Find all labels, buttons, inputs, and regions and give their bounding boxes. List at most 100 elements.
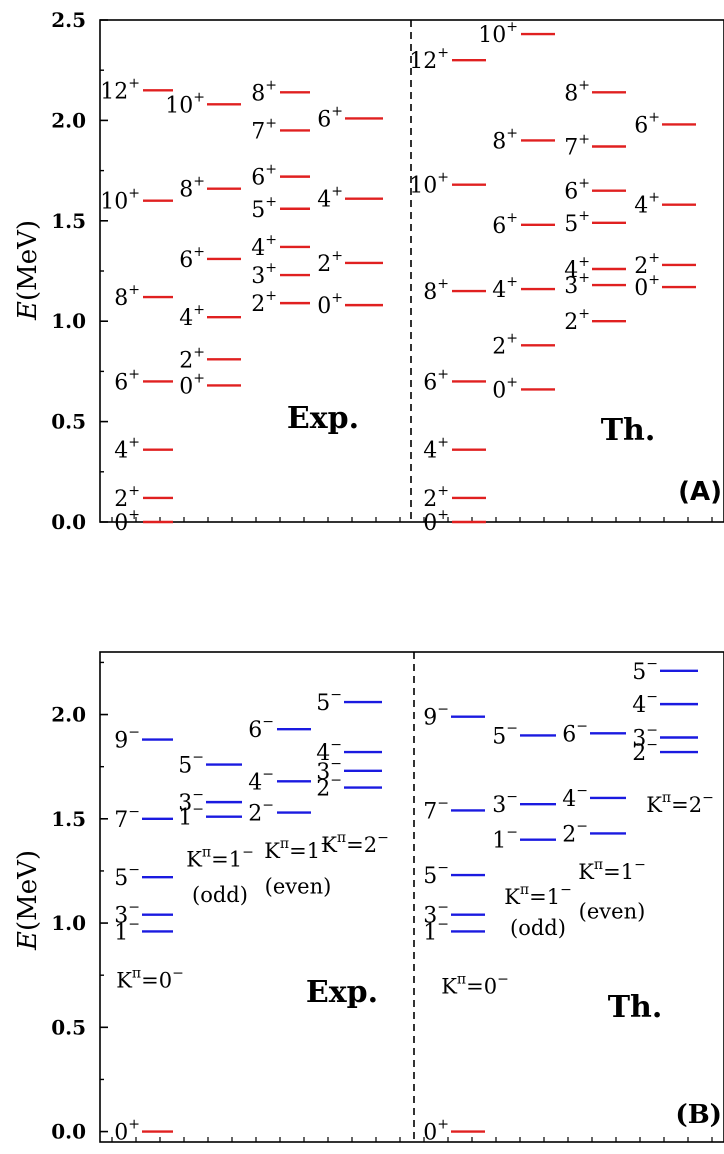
level-label: 5+ — [564, 208, 590, 237]
band-label: Kπ=1− — [504, 882, 572, 909]
level-label: 2− — [248, 798, 274, 827]
level-label: 4− — [316, 737, 342, 766]
level-label: 0+ — [114, 1117, 140, 1146]
level-label: 7+ — [564, 132, 590, 161]
level-label: 5+ — [251, 194, 277, 223]
level-label: 6+ — [251, 162, 277, 191]
level-label: 2+ — [492, 330, 518, 359]
level-label: 2− — [316, 773, 342, 802]
y-axis-title: E(MeV) — [13, 220, 43, 321]
level-label: 2+ — [634, 250, 660, 279]
band-sublabel: (odd) — [510, 916, 566, 940]
y-tick-label: 2.0 — [51, 108, 86, 132]
level-label: 2+ — [179, 344, 205, 373]
level-label: 0+ — [492, 374, 518, 403]
level-label: 5− — [114, 862, 140, 891]
level-label: 10+ — [409, 170, 449, 199]
level-label: 3+ — [564, 270, 590, 299]
level-label: 0+ — [423, 1117, 449, 1146]
level-label: 2+ — [251, 288, 277, 317]
band-label: Kπ=1− — [578, 857, 646, 884]
level-label: 0+ — [423, 507, 449, 536]
y-tick-label: 2.0 — [51, 703, 86, 727]
exp-label: Exp. — [287, 401, 359, 436]
level-label: 1− — [178, 802, 204, 831]
level-label: 8+ — [179, 174, 205, 203]
level-label: 7− — [114, 804, 140, 833]
level-label: 3− — [492, 789, 518, 818]
level-label: 0+ — [114, 507, 140, 536]
panel-a: 0.00.51.01.52.02.5E(MeV)Exp. Th.(A)0+2+4+… — [13, 8, 724, 536]
level-label: 5− — [492, 720, 518, 749]
level-label: 8+ — [423, 276, 449, 305]
level-label: 8+ — [564, 77, 590, 106]
level-label: 10+ — [165, 89, 205, 118]
th-label: Th. — [608, 990, 663, 1025]
level-label: 4− — [562, 783, 588, 812]
level-label: 4− — [248, 766, 274, 795]
level-label: 3− — [114, 900, 140, 929]
panel-b: 0.00.51.01.52.0E(MeV)Exp. Th.(B)0+1−3−5−7… — [13, 651, 724, 1146]
level-label: 4+ — [179, 302, 205, 331]
level-label: 4+ — [423, 435, 449, 464]
level-label: 2− — [632, 737, 658, 766]
y-tick-label: 2.5 — [51, 8, 86, 32]
th-label: Th. — [601, 413, 656, 448]
y-tick-label: 0.0 — [51, 1120, 86, 1144]
level-label: 0+ — [634, 272, 660, 301]
level-label: 7− — [423, 795, 449, 824]
level-label: 8+ — [492, 125, 518, 154]
level-label: 3− — [178, 787, 204, 816]
band-label: Kπ=0− — [441, 972, 509, 999]
level-label: 6− — [248, 714, 274, 743]
level-label: 4+ — [492, 274, 518, 303]
level-label: 3− — [316, 756, 342, 785]
y-tick-label: 0.5 — [51, 1015, 86, 1039]
level-label: 8+ — [114, 282, 140, 311]
band-label: Kπ=1− — [186, 844, 254, 871]
level-label: 8+ — [251, 77, 277, 106]
level-label: 3− — [423, 900, 449, 929]
plot-frame — [99, 651, 724, 1143]
level-label: 4+ — [634, 190, 660, 219]
level-label: 2+ — [317, 248, 343, 277]
level-label: 6+ — [179, 244, 205, 273]
level-label: 0+ — [317, 290, 343, 319]
y-tick-label: 1.5 — [51, 807, 86, 831]
band-label: Kπ=0− — [116, 965, 184, 992]
y-tick-label: 1.5 — [51, 209, 86, 233]
level-label: 6+ — [492, 210, 518, 239]
level-label: 6+ — [114, 366, 140, 395]
band-label: Kπ=2− — [646, 790, 714, 817]
level-label: 2− — [562, 818, 588, 847]
level-label: 2+ — [423, 483, 449, 512]
y-tick-label: 1.0 — [51, 911, 86, 935]
panel-tag: (B) — [675, 1100, 722, 1130]
level-label: 9− — [423, 702, 449, 731]
level-label: 1− — [423, 916, 449, 945]
y-tick-label: 1.0 — [51, 309, 86, 333]
exp-label: Exp. — [306, 975, 378, 1010]
level-label: 6+ — [423, 366, 449, 395]
level-label: 4+ — [251, 232, 277, 261]
band-sublabel: (odd) — [192, 883, 248, 907]
level-label: 4+ — [564, 254, 590, 283]
level-label: 5− — [423, 860, 449, 889]
y-tick-label: 0.0 — [51, 510, 86, 534]
level-label: 2+ — [564, 306, 590, 335]
level-label: 1− — [114, 916, 140, 945]
level-label: 1− — [492, 825, 518, 854]
band-label: Kπ=2− — [321, 830, 389, 857]
level-label: 9− — [114, 725, 140, 754]
level-label: 6+ — [564, 176, 590, 205]
band-label: Kπ=1− — [264, 836, 332, 863]
y-axis-title: E(MeV) — [13, 850, 43, 951]
level-label: 5− — [316, 687, 342, 716]
y-tick-label: 0.5 — [51, 410, 86, 434]
band-sublabel: (even) — [265, 875, 332, 899]
level-label: 2+ — [114, 483, 140, 512]
level-label: 6+ — [317, 103, 343, 132]
level-label: 10+ — [100, 186, 140, 215]
level-label: 12+ — [100, 75, 140, 104]
